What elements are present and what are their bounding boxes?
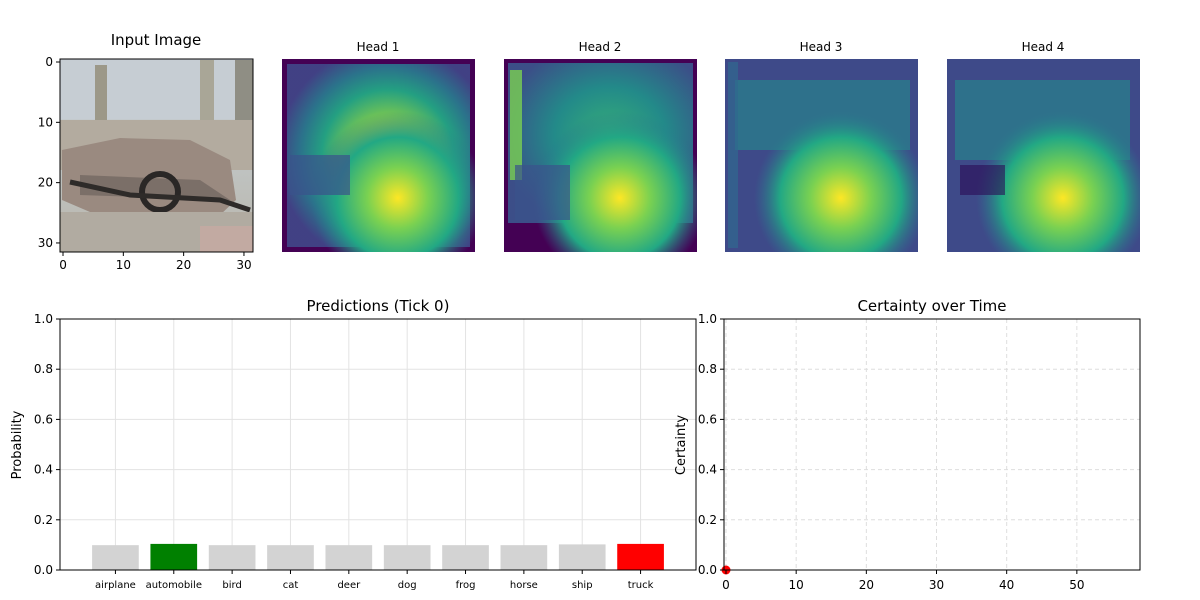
bar-ship (558, 544, 606, 570)
predictions-y-tick-label: 0.8 (34, 362, 53, 376)
certainty-x-tick-label: 0 (722, 578, 730, 592)
predictions-x-tick-label: frog (456, 580, 476, 591)
predictions-x-tick-label: bird (222, 580, 241, 591)
bar-cat (267, 545, 314, 570)
certainty-y-tick-label: 1.0 (698, 312, 717, 326)
predictions-x-tick-label: dog (398, 580, 417, 591)
certainty-axes-frame (723, 318, 1141, 571)
bar-airplane (92, 545, 139, 570)
certainty-x-ticks: 0 10 20 30 40 50 (722, 570, 1084, 592)
certainty-x-tick-label: 40 (999, 578, 1014, 592)
image-x-tick-label: 0 (59, 258, 67, 272)
certainty-y-label: Certainty (674, 415, 689, 475)
head-3-panel: Head 3 (725, 40, 918, 252)
image-x-tick-label: 20 (176, 258, 191, 272)
predictions-y-tick-label: 0.6 (34, 412, 53, 426)
predictions-x-tick-label: cat (283, 580, 299, 591)
certainty-chart: Certainty over Time Certainty 0.00.20.40… (674, 297, 1141, 592)
predictions-y-tick-label: 0.2 (34, 513, 53, 527)
head-4-title: Head 4 (1022, 40, 1065, 54)
input-image-title: Input Image (111, 31, 202, 49)
bar-dog (383, 545, 431, 570)
head-1-title: Head 1 (357, 40, 400, 54)
bar-truck (617, 543, 664, 570)
certainty-y-ticks: 0.0 0.2 0.4 0.6 0.8 1.0 (698, 312, 724, 577)
predictions-title: Predictions (Tick 0) (307, 297, 450, 315)
head-1-panel: Head 1 (282, 40, 475, 252)
image-y-tick-label: 30 (38, 236, 53, 250)
certainty-y-tick-label: 0.4 (698, 463, 717, 477)
certainty-title: Certainty over Time (857, 297, 1006, 315)
certainty-y-tick-label: 0.6 (698, 412, 717, 426)
predictions-x-tick-label: airplane (95, 580, 136, 591)
bar-frog (442, 545, 489, 570)
predictions-bars (92, 543, 664, 570)
input-image-y-ticks: 0 10 20 30 (38, 55, 60, 250)
predictions-x-tick-label: ship (572, 580, 593, 591)
certainty-x-tick-label: 50 (1069, 578, 1084, 592)
head-2-panel: Head 2 (504, 40, 697, 252)
head-4-panel: Head 4 (947, 40, 1140, 252)
bar-deer (325, 545, 373, 570)
predictions-y-tick-label: 1.0 (34, 312, 53, 326)
certainty-y-tick-label: 0.2 (698, 513, 717, 527)
certainty-x-tick-label: 10 (789, 578, 804, 592)
predictions-chart: Predictions (Tick 0) Probability 0.00.20… (10, 297, 697, 591)
head-2-title: Head 2 (579, 40, 622, 54)
image-x-tick-label: 10 (116, 258, 131, 272)
input-image-axes (59, 58, 254, 253)
certainty-x-tick-label: 30 (929, 578, 944, 592)
predictions-y-ticks: 0.0 0.2 0.4 0.6 0.8 1.0 (34, 312, 60, 577)
head-3-title: Head 3 (800, 40, 843, 54)
bar-horse (500, 545, 548, 570)
predictions-x-tick-label: automobile (146, 580, 202, 591)
certainty-y-tick-label: 0.0 (698, 563, 717, 577)
bar-bird (208, 545, 256, 570)
image-y-tick-label: 20 (38, 176, 53, 190)
input-image-x-ticks: 0 10 20 30 (59, 252, 252, 272)
predictions-y-tick-label: 0.4 (34, 463, 53, 477)
image-y-tick-label: 10 (38, 115, 53, 129)
predictions-y-tick-label: 0.0 (34, 563, 53, 577)
predictions-x-tick-label: horse (510, 580, 538, 591)
predictions-y-label: Probability (10, 410, 25, 479)
bar-automobile (150, 543, 198, 570)
certainty-y-tick-label: 0.8 (698, 362, 717, 376)
image-y-tick-label: 0 (45, 55, 53, 69)
predictions-x-ticks: airplane automobile bird cat deer dog frog hors… (95, 570, 654, 591)
certainty-grid (724, 318, 1140, 571)
predictions-x-tick-label: deer (337, 580, 361, 591)
image-x-tick-label: 30 (236, 258, 251, 272)
predictions-grid (60, 318, 696, 571)
input-image-panel: Input Image 0 10 20 30 0 10 20 30 (38, 31, 254, 272)
certainty-x-tick-label: 20 (859, 578, 874, 592)
input-image-photo (60, 59, 253, 252)
predictions-axes-frame (59, 318, 697, 571)
predictions-x-tick-label: truck (628, 580, 654, 591)
